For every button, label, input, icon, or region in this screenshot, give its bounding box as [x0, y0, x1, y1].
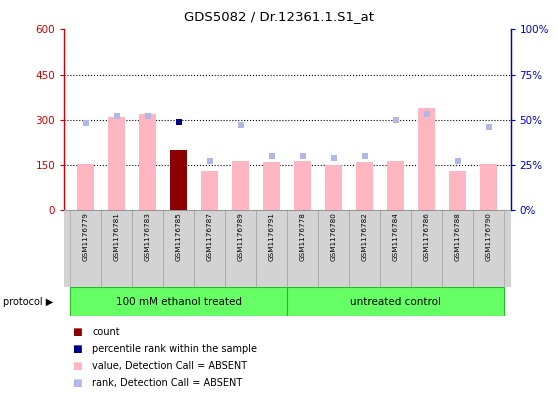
Bar [102, 210, 132, 287]
Bar [449, 171, 466, 210]
Bar [170, 150, 187, 210]
Bar [170, 150, 187, 210]
Bar [225, 210, 256, 287]
Bar [132, 210, 163, 287]
Bar [418, 108, 435, 210]
Text: protocol ▶: protocol ▶ [3, 297, 53, 307]
Bar [381, 210, 411, 287]
Bar [287, 287, 504, 316]
Bar [442, 210, 473, 287]
Text: GSM1176778: GSM1176778 [300, 213, 306, 261]
Text: rank, Detection Call = ABSENT: rank, Detection Call = ABSENT [92, 378, 242, 388]
Text: GSM1176788: GSM1176788 [455, 213, 461, 261]
Text: value, Detection Call = ABSENT: value, Detection Call = ABSENT [92, 361, 247, 371]
Text: GSM1176785: GSM1176785 [176, 213, 182, 261]
Text: GSM1176779: GSM1176779 [83, 213, 89, 261]
Text: GSM1176780: GSM1176780 [331, 213, 337, 261]
Text: GSM1176787: GSM1176787 [207, 213, 213, 261]
Bar [295, 160, 311, 210]
Text: ■: ■ [73, 344, 82, 354]
Bar [325, 165, 343, 210]
Bar [78, 163, 94, 210]
Text: GSM1176781: GSM1176781 [114, 213, 120, 261]
Text: ■: ■ [73, 361, 82, 371]
Bar [232, 160, 249, 210]
Text: GSM1176791: GSM1176791 [269, 213, 275, 261]
Text: GSM1176782: GSM1176782 [362, 213, 368, 261]
Text: ■: ■ [73, 378, 82, 388]
Text: count: count [92, 327, 120, 337]
Bar [201, 171, 218, 210]
Bar [473, 210, 504, 287]
Bar [287, 210, 319, 287]
Bar [480, 163, 497, 210]
Bar [194, 210, 225, 287]
Bar [108, 117, 126, 210]
Text: percentile rank within the sample: percentile rank within the sample [92, 344, 257, 354]
Bar [140, 114, 156, 210]
Text: GSM1176786: GSM1176786 [424, 213, 430, 261]
Bar [411, 210, 442, 287]
Bar [70, 210, 102, 287]
Bar [387, 160, 405, 210]
Bar [256, 210, 287, 287]
Text: GSM1176784: GSM1176784 [393, 213, 399, 261]
Text: GDS5082 / Dr.12361.1.S1_at: GDS5082 / Dr.12361.1.S1_at [184, 10, 374, 23]
Text: untreated control: untreated control [350, 297, 441, 307]
Text: ■: ■ [73, 327, 82, 337]
Bar [163, 210, 194, 287]
Text: 100 mM ethanol treated: 100 mM ethanol treated [116, 297, 242, 307]
Text: GSM1176790: GSM1176790 [486, 213, 492, 261]
Bar [70, 287, 287, 316]
Text: GSM1176783: GSM1176783 [145, 213, 151, 261]
Bar [319, 210, 349, 287]
Bar [357, 162, 373, 210]
Bar [263, 162, 280, 210]
Bar [349, 210, 381, 287]
Text: GSM1176789: GSM1176789 [238, 213, 244, 261]
